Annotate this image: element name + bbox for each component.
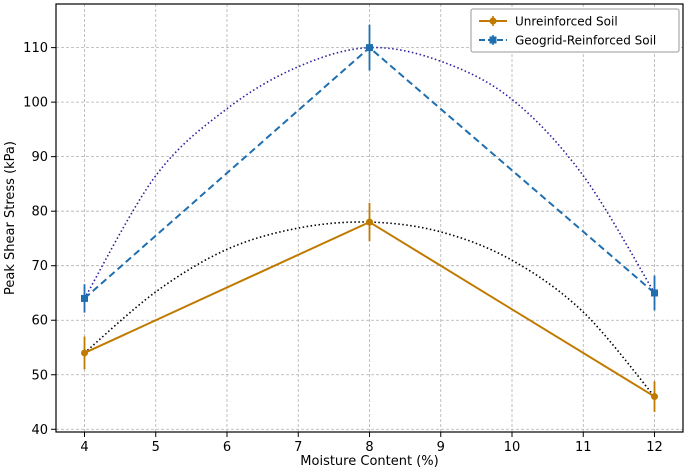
y-tick-label: 110 (23, 41, 48, 56)
y-tick-label: 40 (31, 423, 48, 438)
x-axis-title: Moisture Content (%) (300, 454, 438, 469)
y-tick-label: 50 (31, 368, 48, 383)
x-tick-label: 11 (575, 440, 592, 455)
x-tick-label: 12 (646, 440, 663, 455)
y-tick-label: 100 (23, 96, 48, 111)
legend-marker (489, 36, 497, 44)
legend-box (470, 8, 680, 53)
y-axis-title: Peak Shear Stress (kPa) (3, 141, 18, 295)
x-tick-label: 6 (223, 440, 231, 455)
x-tick-label: 8 (365, 440, 373, 455)
legend-label: Geogrid-Reinforced Soil (515, 34, 656, 48)
x-tick-label: 4 (80, 440, 88, 455)
x-axis-ticks: 4 5 6 7 8 9 10 11 12 (80, 432, 663, 455)
data-point (651, 289, 658, 297)
y-tick-label: 70 (31, 259, 48, 274)
y-axis-ticks: 40 50 60 70 80 90 100 110 (23, 41, 56, 438)
y-tick-label: 60 (31, 314, 48, 329)
legend: Unreinforced Soil Geogrid-Reinforced Soil (470, 8, 680, 53)
legend-label: Unreinforced Soil (515, 15, 618, 29)
y-tick-label: 90 (31, 150, 48, 165)
data-point (366, 218, 373, 226)
x-tick-label: 5 (152, 440, 160, 455)
x-tick-label: 7 (294, 440, 302, 455)
legend-marker (489, 17, 497, 25)
data-point (81, 349, 88, 357)
data-point (651, 393, 658, 401)
y-tick-label: 80 (31, 205, 48, 220)
x-tick-label: 9 (437, 440, 445, 455)
data-series (81, 24, 658, 412)
data-point (366, 44, 373, 52)
x-tick-label: 10 (504, 440, 521, 455)
data-point (81, 294, 88, 302)
